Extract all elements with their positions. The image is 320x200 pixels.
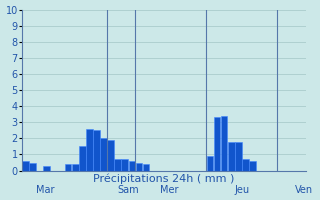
Bar xyxy=(136,163,142,171)
Bar xyxy=(44,166,50,171)
Bar xyxy=(93,130,100,171)
Text: Ven: Ven xyxy=(295,185,313,195)
Bar xyxy=(29,163,36,171)
Text: Mer: Mer xyxy=(160,185,179,195)
Bar xyxy=(143,164,149,171)
Bar xyxy=(65,164,71,171)
Bar xyxy=(249,161,256,171)
Bar xyxy=(129,161,135,171)
Bar xyxy=(107,140,114,171)
Bar xyxy=(221,116,228,171)
Bar xyxy=(228,142,235,171)
Bar xyxy=(114,159,121,171)
Bar xyxy=(72,164,78,171)
Bar xyxy=(206,156,213,171)
Text: Mar: Mar xyxy=(36,185,55,195)
Bar xyxy=(214,117,220,171)
Bar xyxy=(79,146,86,171)
Text: Jeu: Jeu xyxy=(235,185,250,195)
Bar xyxy=(100,138,107,171)
X-axis label: Précipitations 24h ( mm ): Précipitations 24h ( mm ) xyxy=(93,173,235,184)
Bar xyxy=(235,142,242,171)
Bar xyxy=(86,129,93,171)
Text: Sam: Sam xyxy=(118,185,139,195)
Bar xyxy=(22,161,29,171)
Bar xyxy=(121,159,128,171)
Bar xyxy=(242,159,249,171)
